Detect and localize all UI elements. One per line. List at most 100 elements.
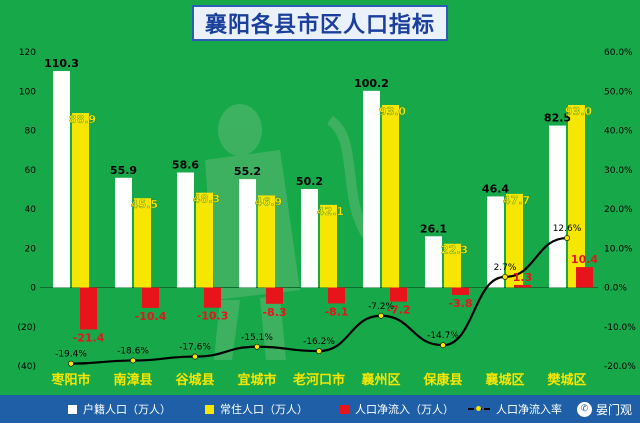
rate-point [440,342,446,349]
x-category-label: 谷城县 [175,372,214,388]
data-label-huji: 100.2 [354,77,389,90]
data-label-rate: -18.6% [117,347,149,357]
legend-item-huji: 户籍人口（万人） [68,401,171,417]
y-right-tick-label: -10.0% [604,323,636,333]
rate-point [192,353,198,360]
data-label-net-inflow: -7.2 [386,304,410,317]
bar-changzhu [134,198,151,288]
wechat-icon: ✆ [576,401,592,417]
bar-changzhu [258,195,275,288]
data-label-net-inflow: -10.4 [135,310,167,323]
x-category-label: 襄城区 [484,372,524,388]
legend-label-huji: 户籍人口（万人） [83,403,171,416]
series-rate-line [68,235,570,367]
data-label-rate: -17.6% [179,343,211,353]
series-changzhu-bars [72,104,585,288]
bar-net-inflow [328,287,345,304]
background-figure-watermark [205,104,375,360]
data-label-huji: 50.2 [296,175,323,188]
x-category-label: 樊城区 [547,372,586,388]
data-label-net-inflow: -3.8 [448,297,472,310]
legend-item-rate: 人口净流入率 [468,401,562,417]
bar-changzhu [72,113,89,288]
bar-changzhu [196,192,213,288]
x-category-label: 宜城市 [237,372,276,388]
rate-point [564,235,570,241]
data-label-huji: 82.5 [544,112,571,125]
data-label-huji: 55.2 [234,165,261,178]
legend-item-changzhu: 常住人口（万人） [205,401,308,417]
data-label-rate: -16.2% [303,337,335,347]
y-right-tick-label: 60.0% [604,48,633,58]
rate-point [68,360,74,367]
data-label-net-inflow: 10.4 [571,253,598,266]
data-label-huji: 58.6 [172,158,199,171]
data-label-changzhu: 42.1 [317,205,344,218]
data-label-changzhu: 45.5 [131,198,158,211]
legend-swatch-jingliuru [340,404,349,414]
bar-net-inflow [390,287,407,302]
legend-swatch-changzhu [205,404,214,414]
x-category-label: 老河口市 [292,372,345,388]
data-label-rate: 2.7% [494,263,517,273]
bar-huji [363,90,380,288]
bar-changzhu [444,243,461,288]
y-left-tick-label: 0 [30,284,36,294]
rate-line-path [70,236,568,365]
bar-net-inflow [266,287,283,304]
bar-net-inflow [204,287,221,308]
data-label-net-inflow: 1.3 [513,271,533,284]
bar-changzhu [320,204,337,288]
y-right-tick-label: 0.0% [604,284,627,294]
y-left-tick-label: (40) [18,362,36,372]
data-label-rate: -14.7% [427,331,459,341]
x-category-label: 枣阳市 [50,372,90,388]
y-left-tick-label: 120 [19,48,36,58]
data-label-huji: 26.1 [420,222,447,235]
bar-net-inflow [142,287,159,308]
x-category-label: 襄州区 [360,372,400,388]
bar-changzhu [382,104,399,288]
y-right-tick-label: 40.0% [604,127,633,137]
x-category-label: 保康县 [422,372,462,388]
legend-label-rate: 人口净流入率 [496,403,562,416]
series-huji-bars [53,71,566,288]
data-label-huji: 110.3 [44,57,79,70]
data-label-changzhu: 93.0 [565,105,592,118]
y-left-tick-label: (20) [18,323,36,333]
y-right-tick-label: 10.0% [604,244,633,254]
x-category-label: 南漳县 [113,372,152,388]
data-label-changzhu: 93.0 [379,105,406,118]
rate-point [502,274,508,280]
series-net-inflow-bars [80,267,593,330]
bar-changzhu [506,193,523,288]
bar-net-inflow [576,267,593,288]
bar-net-inflow [514,284,531,288]
data-label-changzhu: 46.9 [255,195,282,208]
bar-huji [177,172,194,288]
rate-point [130,357,136,364]
data-label-rate: -7.2% [368,302,395,312]
data-label-net-inflow: -10.3 [197,310,229,323]
data-label-rate: -19.4% [55,350,87,360]
y-left-tick-label: 20 [25,244,37,254]
rate-point [378,312,384,319]
data-label-changzhu: 47.7 [503,194,530,207]
data-label-huji: 55.9 [110,164,137,177]
y-left-tick-label: 100 [19,87,36,97]
chart-title-box: 襄阳各县市区人口指标 [192,5,448,41]
y-right-tick-label: 50.0% [604,87,633,97]
axes: (40) (20) 0 20 40 60 80 100 120 -20.0% -10.0% 0.0% 1… [18,48,637,388]
data-label-net-inflow: -21.4 [73,331,105,344]
y-right-tick-label: 20.0% [604,205,633,215]
data-label-changzhu: 48.3 [193,193,220,206]
bar-huji [301,188,318,288]
chart-title: 襄阳各县市区人口指标 [204,13,435,38]
watermark: ✆ 晏门观 [576,396,632,422]
y-right-tick-label: 30.0% [604,166,633,176]
bar-net-inflow [452,287,469,295]
rate-point [254,343,260,350]
bar-huji [425,236,442,288]
watermark-text: 晏门观 [595,402,632,417]
